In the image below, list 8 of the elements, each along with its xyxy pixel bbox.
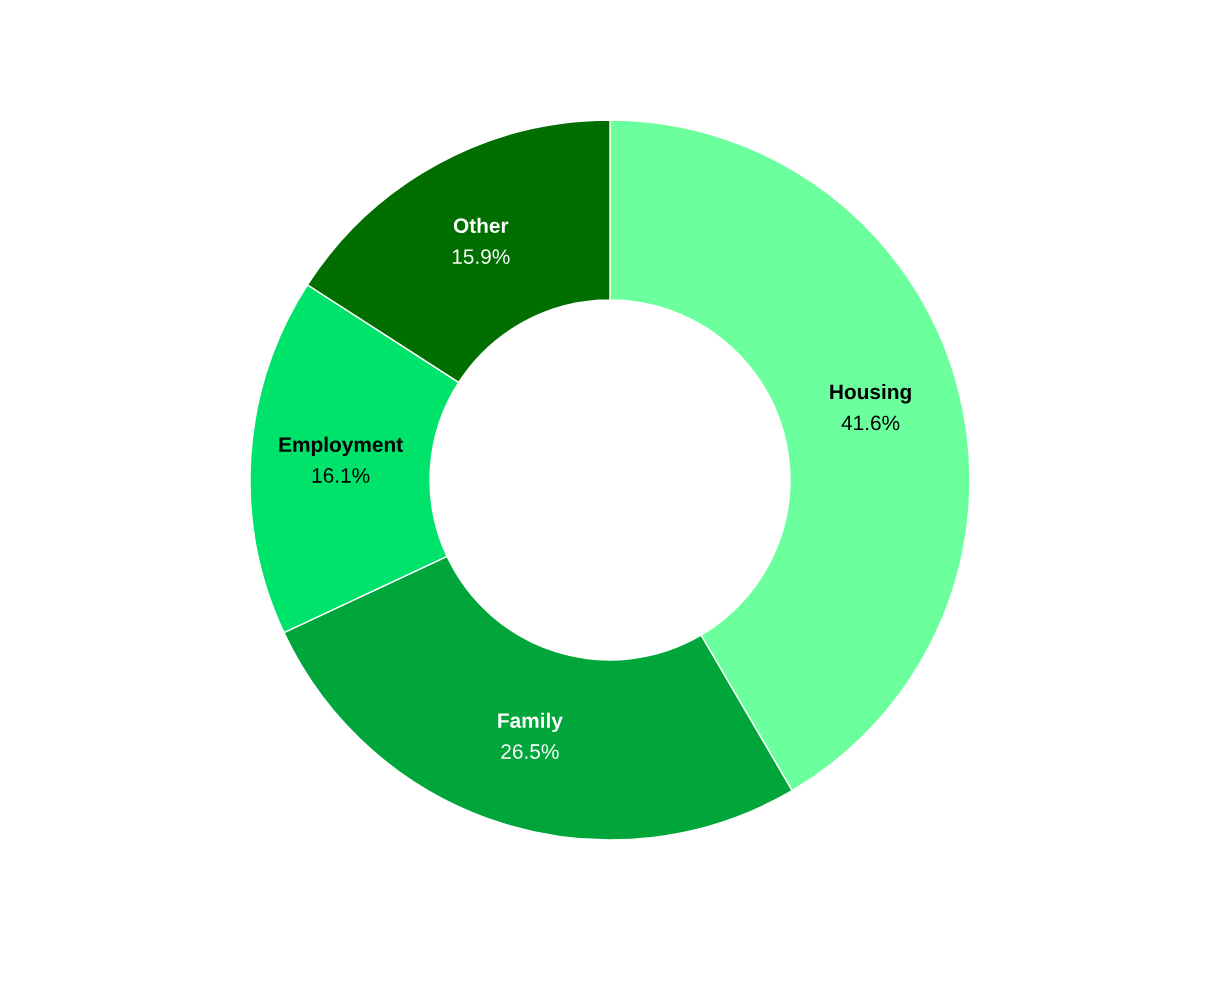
slice-label: Other [453,217,509,234]
data-label: 41.6% [841,415,900,431]
slice-label: Family [498,712,563,733]
slice-label: Employment [279,436,403,457]
data-label: 16.1% [312,468,370,483]
data-label: 15.9% [452,249,510,264]
data-label: 26.5% [501,744,559,759]
slice-label: Housing [830,383,911,404]
